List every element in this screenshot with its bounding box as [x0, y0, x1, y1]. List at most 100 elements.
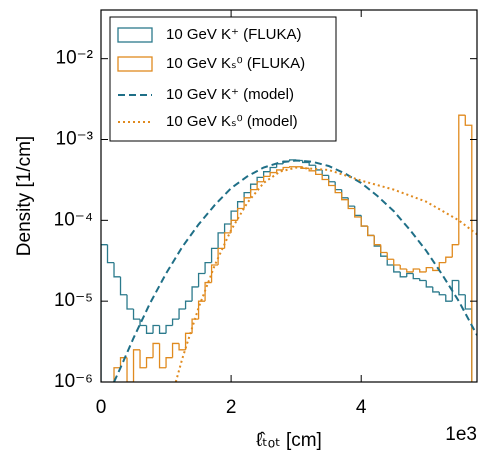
histogram-step [191, 318, 199, 334]
histogram-step [354, 208, 362, 218]
histogram-step [230, 219, 238, 233]
axes-frame [100, 9, 478, 383]
histogram-step [132, 349, 141, 382]
histogram-step [171, 318, 180, 326]
histogram-step [464, 115, 473, 382]
histogram-step [328, 175, 336, 183]
histogram-step [451, 279, 459, 302]
y-tick-label: 10⁻³ [56, 129, 94, 150]
histogram-step [393, 265, 401, 273]
histogram-step [210, 247, 219, 263]
legend-label: 10 GeV Kₛ⁰ (model) [166, 113, 298, 130]
histogram-step [360, 216, 368, 227]
x-tick-label: 2 [226, 397, 237, 418]
histogram-step [210, 264, 219, 283]
histogram-step [145, 357, 154, 368]
histogram-step [119, 276, 128, 296]
y-tick-label: 10⁻² [56, 48, 94, 69]
histogram-step [458, 114, 466, 245]
histogram-step [256, 181, 264, 190]
legend-label: 10 GeV Kₛ⁰ (FLUKA) [166, 55, 305, 72]
y-axis-label: Density [1/cm] [14, 136, 35, 256]
histogram-step [432, 267, 440, 272]
histogram-step [341, 189, 349, 199]
histogram-step [243, 197, 251, 209]
histogram-step [347, 197, 355, 207]
histogram-step [386, 256, 394, 266]
histogram-step [113, 262, 121, 278]
model-line [113, 159, 477, 382]
y-tick-label: 10⁻⁵ [54, 290, 93, 311]
histogram-step [380, 246, 388, 257]
histogram-step [451, 244, 459, 258]
histogram-step [217, 247, 225, 266]
histogram-step [158, 325, 167, 334]
histogram-step [464, 294, 473, 382]
histogram-step [165, 357, 173, 368]
histogram-step [152, 324, 160, 334]
histogram-step [262, 175, 271, 182]
histogram-step [269, 166, 277, 172]
histogram-step [308, 168, 316, 172]
histogram-step [217, 232, 225, 249]
histogram-step [197, 272, 206, 287]
histogram-step [445, 256, 453, 263]
histogram-step [458, 280, 466, 296]
histogram-step [249, 188, 258, 198]
histogram-step [347, 199, 355, 210]
histogram-step [139, 319, 147, 327]
histogram-step [113, 367, 121, 382]
histogram-step [321, 174, 329, 181]
histogram-step [373, 235, 381, 246]
histogram-step [425, 266, 433, 272]
histogram-step [367, 226, 375, 237]
histogram-step [158, 343, 167, 369]
histogram-step [178, 308, 186, 320]
histogram-step [308, 162, 316, 166]
x-axis-label: ℓ̂ₜₒₜ [cm] [256, 430, 322, 451]
histogram-step [354, 206, 362, 217]
histogram-step [412, 273, 420, 280]
histogram-step [275, 163, 284, 168]
histogram-step [132, 309, 141, 320]
histogram-step [380, 244, 388, 254]
x-tick-label: 0 [96, 397, 107, 418]
histogram-step [165, 324, 173, 334]
legend-label: 10 GeV K⁺ (FLUKA) [166, 26, 301, 43]
histogram-step [432, 286, 440, 293]
legend-label: 10 GeV K⁺ (model) [166, 86, 294, 103]
histogram-step [126, 357, 134, 382]
histogram-step [101, 244, 108, 382]
histogram-step [367, 226, 375, 237]
histogram-step [412, 268, 420, 272]
histogram-step [406, 272, 414, 277]
plot-area [101, 114, 477, 382]
histogram-step [262, 171, 271, 178]
histogram-step [406, 269, 414, 273]
histogram-step [275, 169, 284, 173]
histogram-step [256, 176, 264, 185]
histogram-step [341, 192, 349, 201]
histogram-step [419, 278, 427, 282]
histogram-step [438, 291, 446, 296]
y-tick-label: 10⁻⁶ [54, 371, 93, 392]
histogram-step [184, 300, 193, 309]
histogram-step [425, 280, 433, 288]
histogram-step [139, 349, 147, 369]
histogram-step [197, 300, 206, 320]
histogram-step [106, 244, 115, 264]
histogram-step [334, 185, 342, 194]
histogram-step [386, 252, 394, 260]
histogram-step [236, 207, 245, 221]
legend-box [109, 16, 337, 142]
histogram-step [334, 181, 342, 191]
histogram-step [328, 179, 336, 187]
histogram-step [223, 223, 232, 233]
histogram-step [282, 166, 290, 170]
histogram-step [178, 343, 186, 351]
histogram-step [315, 170, 323, 176]
histogram-step [145, 325, 154, 334]
x-tick-label: 4 [356, 397, 367, 418]
histogram-step [302, 160, 310, 164]
